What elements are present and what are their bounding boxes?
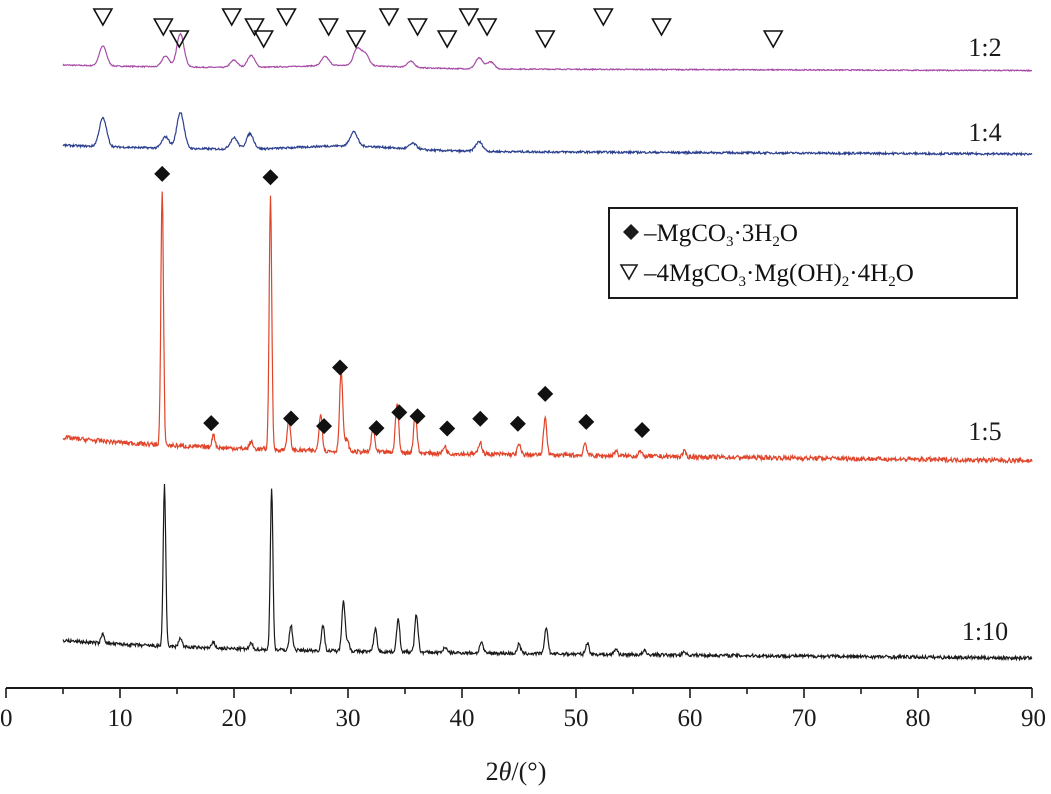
x-tick-group: 0 10 20 30 40 50 60 70 80 90	[0, 688, 1046, 732]
diamond-marker-0	[154, 165, 171, 182]
x-tick-label: 20	[222, 705, 247, 732]
triangle-marker-5	[253, 30, 275, 49]
legend-box	[608, 207, 1018, 299]
x-tick-label: 40	[450, 705, 475, 732]
triangle-marker-2	[168, 30, 190, 49]
triangle-marker-8	[345, 30, 367, 49]
series-label-layer: 1:2 1:4 1:5 1:10	[962, 33, 1008, 646]
trace-1-10	[62, 483, 1033, 662]
triangle-marker-11	[436, 30, 458, 49]
triangle-marker-0	[92, 8, 114, 27]
diamond-marker-2	[262, 169, 279, 186]
x-tick-label: 90	[1021, 705, 1046, 732]
diamond-marker-10	[472, 410, 489, 427]
series-label-1-5: 1:5	[968, 417, 1001, 446]
trace-1-5	[62, 191, 1033, 465]
triangle-marker-14	[534, 30, 556, 49]
series-label-1-4: 1:4	[968, 118, 1001, 147]
triangle-marker-9	[378, 8, 400, 27]
diamond-marker-12	[537, 385, 554, 402]
triangle-marker-7	[318, 18, 339, 37]
x-tick-label: 30	[336, 705, 361, 732]
x-tick-label: 70	[792, 705, 817, 732]
x-axis: 0 10 20 30 40 50 60 70 80 90 2θ/(°)	[0, 687, 1046, 786]
triangle-marker-6	[276, 8, 297, 27]
x-tick-label: 10	[108, 705, 133, 732]
legend-entry-mgco3-3h2o: –MgCO3·3H2O	[643, 220, 798, 250]
diamond-marker-9	[439, 420, 456, 437]
trace-layer	[62, 32, 1033, 662]
x-tick-label: 50	[564, 705, 589, 732]
legend-entry-hydromagnesite: –4MgCO3·Mg(OH)2·4H2O	[643, 260, 914, 290]
triangle-marker-1	[152, 18, 174, 37]
trace-1-4	[62, 111, 1033, 157]
triangle-marker-4	[244, 18, 265, 37]
legend-triangle-icon	[619, 264, 639, 281]
triangle-marker-3	[221, 8, 243, 27]
diamond-marker-14	[634, 421, 651, 438]
x-tick-label: 0	[0, 705, 13, 732]
series-label-1-2: 1:2	[968, 33, 1001, 62]
x-axis-title: 2θ/(°)	[486, 757, 547, 786]
diamond-marker-7	[391, 404, 408, 421]
triangle-marker-15	[592, 8, 614, 27]
triangle-marker-17	[762, 30, 784, 49]
triangle-marker-10	[407, 18, 428, 37]
triangle-marker-16	[651, 18, 672, 37]
diamond-marker-11	[509, 415, 526, 432]
x-tick-label: 60	[678, 705, 703, 732]
triangle-marker-12	[458, 8, 480, 27]
peak-marker-layer	[92, 8, 784, 438]
diamond-marker-3	[283, 410, 299, 427]
legend: –MgCO3·3H2O –4MgCO3·Mg(OH)2·4H2O	[608, 207, 1018, 299]
legend-diamond-icon	[623, 224, 639, 240]
diamond-marker-1	[203, 415, 220, 432]
diamond-marker-8	[409, 408, 426, 425]
diamond-marker-4	[316, 418, 333, 435]
trace-1-2	[62, 32, 1032, 73]
diamond-marker-6	[368, 420, 385, 437]
x-tick-label: 80	[906, 705, 931, 732]
series-label-1-10: 1:10	[962, 617, 1008, 646]
diamond-marker-5	[332, 359, 349, 376]
triangle-marker-13	[476, 18, 498, 37]
diamond-marker-13	[578, 413, 595, 430]
